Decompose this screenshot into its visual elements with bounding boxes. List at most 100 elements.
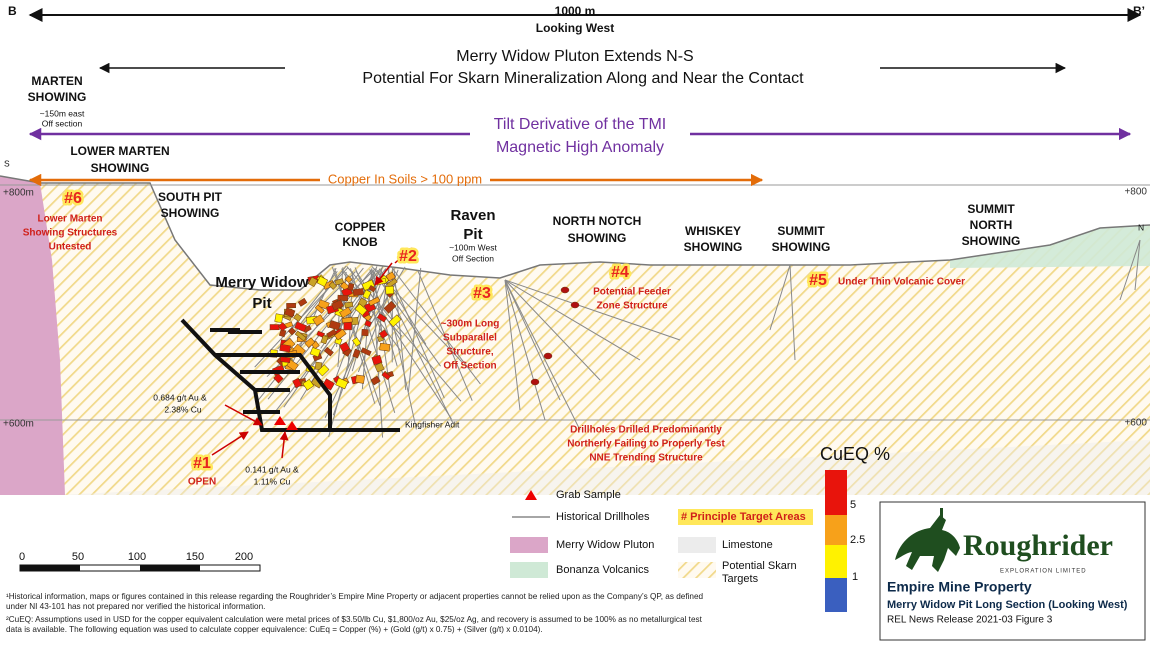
grade-interval: [312, 314, 325, 327]
targets-text-text: ~300m Long: [441, 319, 500, 330]
section-north-text: N: [1138, 222, 1144, 232]
company-tagline-text: EXPLORATION LIMITED: [1000, 569, 1087, 575]
legend-targets-text: # Principle Target Areas: [681, 511, 806, 523]
headline-text: Merry Widow Pluton Extends N-S: [456, 48, 693, 65]
grade-interval: [383, 300, 397, 314]
targets-text-text: OPEN: [188, 477, 216, 488]
section-start-text: B: [8, 4, 17, 18]
grade-interval: [294, 321, 307, 333]
drillhole: [1119, 239, 1141, 301]
legend-drillholes-text: Historical Drillholes: [556, 511, 650, 523]
targets-id-text: #4: [611, 264, 629, 281]
grade-interval: [378, 329, 389, 339]
grade-interval: [371, 354, 383, 366]
mine-workings: [180, 318, 400, 432]
grade-interval: [344, 275, 353, 284]
grade-interval: [297, 297, 308, 307]
pits-text: Raven: [450, 207, 495, 224]
volcanic-cover: [950, 225, 1150, 268]
footnotes-text: under NI 43-101 has not prepared nor ver…: [6, 602, 265, 611]
grade-interval: [320, 335, 329, 345]
showings-text: SHOWING: [962, 234, 1021, 248]
legend-pluton-text: Merry Widow Pluton: [556, 539, 654, 551]
grade-interval: [530, 378, 540, 386]
legend-target-highlight: [678, 509, 813, 525]
assays-text: 0.684 g/t Au &: [153, 392, 207, 402]
footnotes-text: ²CuEQ: Assumptions used in USD for the c…: [6, 615, 703, 624]
grade-interval: [279, 343, 291, 353]
drillhole: [504, 279, 581, 431]
grade-interval: [335, 377, 349, 390]
grade-scale-levels-text: 1: [852, 571, 858, 583]
legend-grab-text: Grab Sample: [556, 489, 621, 501]
drillhole: [1134, 239, 1141, 291]
grade-bar-trace: [825, 578, 847, 612]
targets-text-text: Structure,: [446, 347, 493, 358]
targets-id-text: #5: [809, 272, 827, 289]
targets-text-text: Zone Structure: [596, 301, 668, 312]
targets-text-text: Subparallel: [443, 333, 497, 344]
scale-bar: [19, 564, 261, 572]
drillhole: [334, 268, 376, 404]
grade-interval: [385, 271, 396, 282]
grade-interval: [352, 337, 362, 347]
showings-text: SOUTH PIT: [158, 190, 223, 204]
showings-text: SHOWING: [28, 90, 87, 104]
skarn-targets-lower: [60, 440, 1150, 495]
grade-interval: [355, 374, 365, 384]
grade-bar-high: [825, 470, 847, 515]
elevations-upper-left-text: +800m: [3, 188, 34, 199]
grade-interval: [328, 281, 338, 290]
showings-text: NORTH: [970, 218, 1013, 232]
grade-interval: [354, 303, 368, 316]
section-length-text: 1000 m: [555, 4, 596, 18]
anomaly-text: Magnetic High Anomaly: [496, 139, 664, 156]
showings-text: SHOWING: [684, 240, 743, 254]
showings-text: LOWER MARTEN: [70, 144, 169, 158]
grade-interval: [334, 328, 347, 341]
targets-text-text: Potential Feeder: [593, 287, 671, 298]
targets-id-text: #1: [193, 455, 211, 472]
grade-interval: [361, 328, 369, 337]
grade-interval: [331, 299, 344, 311]
drillhole-note-text: NNE Trending Structure: [589, 453, 703, 464]
section-view-text: Looking West: [536, 21, 614, 35]
grade-interval: [284, 307, 296, 318]
drillhole: [381, 271, 417, 430]
legend-volcanics-swatch: [510, 562, 548, 578]
grade-interval: [307, 276, 318, 288]
showings-text: SHOWING: [772, 240, 831, 254]
soils-text: Copper In Soils > 100 ppm: [328, 171, 482, 186]
drillhole: [504, 279, 641, 361]
targets-text-text: Showing Structures: [23, 228, 118, 239]
showings-text: COPPER: [335, 220, 386, 234]
scale-bar-text: 100: [128, 551, 146, 563]
targets-text-text: Lower Marten: [37, 214, 102, 225]
showings-text: KNOB: [342, 235, 378, 249]
grade-interval: [314, 304, 325, 314]
legend-skarn-text: Potential Skarn: [722, 560, 797, 572]
notes-text: Off Section: [452, 253, 494, 263]
grade-interval: [343, 322, 352, 331]
grade-interval: [304, 337, 316, 348]
legend-grab-symbol: [525, 490, 537, 500]
drillhole: [371, 268, 384, 438]
targets-id-text: #2: [399, 248, 417, 265]
grade-interval: [347, 282, 355, 291]
scale-bar-text: 150: [186, 551, 204, 563]
grade-interval: [280, 356, 291, 364]
grade-interval: [360, 347, 372, 357]
notes-text: Off section: [42, 118, 83, 128]
anomaly-text: Tilt Derivative of the TMI: [494, 116, 667, 133]
scale-bar-text: 200: [235, 551, 253, 563]
showings-text: SUMMIT: [967, 202, 1015, 216]
scale-bar-text: 50: [72, 551, 84, 563]
company-name-text: Roughrider: [963, 529, 1113, 562]
grade-interval: [309, 347, 321, 358]
grade-interval: [368, 296, 381, 307]
grade-interval: [274, 313, 284, 324]
adit-text: Kingfisher Adit: [405, 419, 460, 429]
drillhole: [504, 279, 546, 421]
drillhole: [331, 266, 381, 406]
